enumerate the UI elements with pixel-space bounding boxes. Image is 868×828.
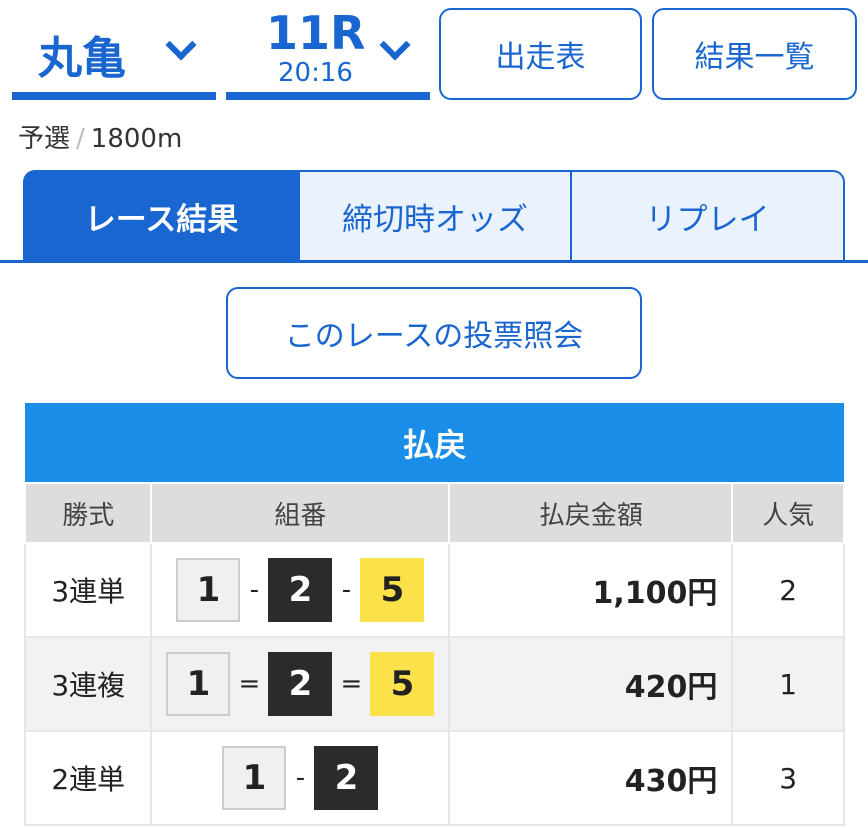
race-card-button[interactable]: 出走表 — [439, 8, 642, 100]
column-header: 組番 — [150, 482, 451, 544]
boat-number: 2 — [314, 746, 379, 810]
payout-amount: 420円 — [448, 636, 734, 732]
separator: = — [340, 669, 363, 699]
tab-race-result[interactable]: レース結果 — [23, 170, 300, 260]
race-info: 予選/1800m — [18, 118, 182, 155]
tab-bar: レース結果 締切時オッズ リプレイ — [0, 170, 868, 263]
tab-replay[interactable]: リプレイ — [570, 170, 845, 260]
race-selector[interactable]: 11R 20:16 — [226, 0, 430, 100]
boat-number: 5 — [360, 558, 425, 622]
separator: - — [249, 575, 260, 605]
race-grade: 予選 — [18, 124, 71, 154]
popularity: 2 — [731, 542, 845, 638]
chevron-down-icon — [165, 29, 197, 61]
combination: 1- 2- 5 — [152, 558, 448, 622]
table-row: 3連単 1- 2- 5 1,100円 2 — [23, 542, 845, 638]
separator: - — [341, 575, 352, 605]
separator: = — [238, 669, 261, 699]
column-header: 勝式 — [23, 482, 153, 544]
payout-amount: 1,100円 — [448, 542, 734, 638]
chevron-down-icon — [379, 29, 411, 61]
column-header: 人気 — [731, 482, 845, 544]
race-time: 20:16 — [278, 58, 353, 88]
combination: 1- 2 — [152, 746, 448, 810]
bet-type: 2連単 — [23, 730, 153, 826]
popularity: 3 — [731, 730, 845, 826]
boat-number: 1 — [176, 558, 241, 622]
separator: - — [295, 763, 306, 793]
boat-number: 5 — [370, 652, 435, 716]
tab-closing-odds[interactable]: 締切時オッズ — [298, 170, 572, 260]
venue-selector[interactable]: 丸亀 — [12, 0, 216, 100]
boat-number: 2 — [268, 652, 333, 716]
bet-type: 3連単 — [23, 542, 153, 638]
table-row: 3連複 1 = 2 = 5 420円 1 — [23, 636, 845, 732]
column-header: 払戻金額 — [448, 482, 734, 544]
boat-number: 2 — [268, 558, 333, 622]
combination: 1 = 2 = 5 — [152, 652, 448, 716]
venue-name: 丸亀 — [38, 33, 126, 84]
popularity: 1 — [731, 636, 845, 732]
race-number: 11R — [266, 6, 366, 60]
table-row: 2連単 1- 2 430円 3 — [23, 730, 845, 826]
vote-inquiry-button[interactable]: このレースの投票照会 — [226, 287, 642, 379]
separator: / — [76, 124, 85, 154]
race-distance: 1800m — [90, 124, 183, 154]
payout-table: 払戻 勝式 組番 払戻金額 人気 3連単 1- 2- 5 1,100円 2 3連… — [23, 403, 845, 826]
boat-number: 1 — [222, 746, 287, 810]
payout-title: 払戻 — [25, 403, 844, 483]
bet-type: 3連複 — [23, 636, 153, 732]
boat-number: 1 — [166, 652, 231, 716]
payout-amount: 430円 — [448, 730, 734, 826]
results-list-button[interactable]: 結果一覧 — [652, 8, 857, 100]
